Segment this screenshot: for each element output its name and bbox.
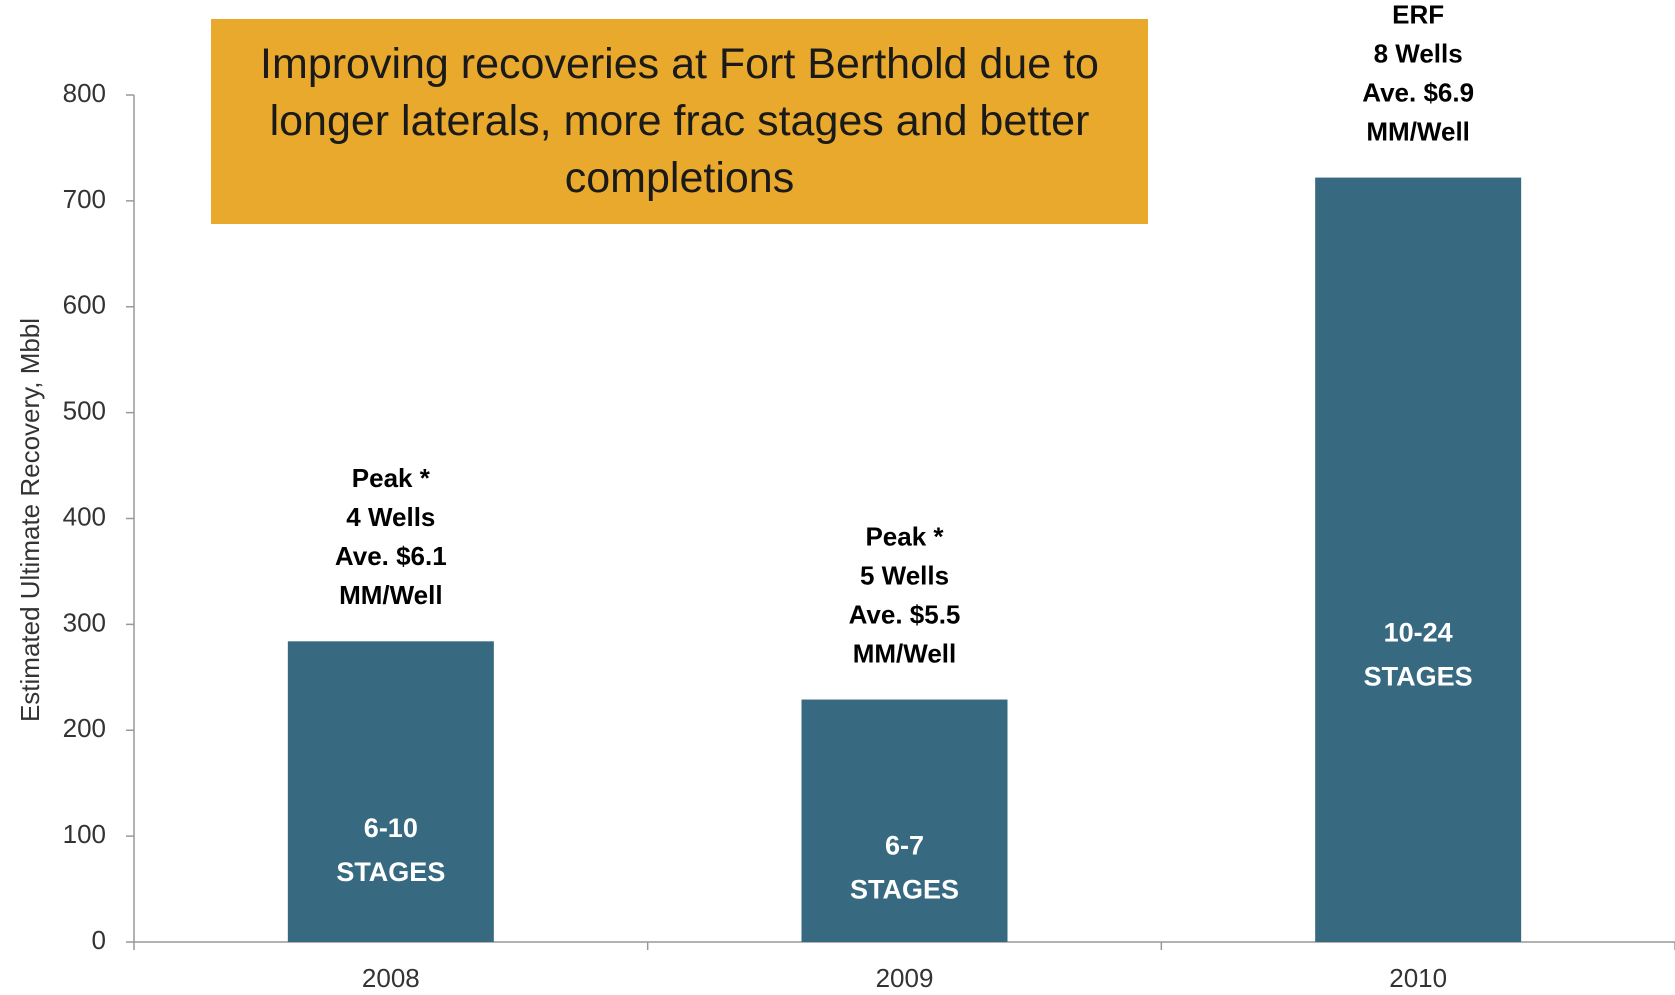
x-tick-label: 2010 [1389, 963, 1447, 993]
y-tick-label: 500 [63, 396, 106, 426]
bar [801, 699, 1008, 942]
bar-annotation: Peak * [865, 521, 944, 551]
x-tick-label: 2008 [362, 963, 420, 993]
bar [1315, 177, 1522, 942]
bar-annotation: MM/Well [853, 638, 957, 668]
bar-annotation: Peak * [352, 463, 431, 493]
bar-annotation: 4 Wells [346, 502, 435, 532]
y-tick-label: 800 [63, 78, 106, 108]
bar-inside-label: 6-7 [885, 830, 924, 860]
bar-inside-label: 10-24 [1384, 617, 1453, 647]
bar-annotation: Ave. $6.9 [1362, 77, 1474, 107]
bar-inside-label: STAGES [850, 874, 959, 904]
bar-inside-label: 6-10 [364, 813, 418, 843]
bar-annotation: Ave. $6.1 [335, 541, 447, 571]
y-tick-label: 600 [63, 290, 106, 320]
bar-annotation: MM/Well [1366, 116, 1470, 146]
bar-annotation: 8 Wells [1374, 38, 1463, 68]
y-tick-label: 200 [63, 713, 106, 743]
y-tick-label: 400 [63, 501, 106, 531]
x-tick-label: 2009 [876, 963, 934, 993]
bar-inside-label: STAGES [1364, 661, 1473, 691]
y-tick-label: 100 [63, 819, 106, 849]
chart-title: Improving recoveries at Fort Berthold du… [211, 19, 1148, 224]
y-tick-label: 300 [63, 607, 106, 637]
bar [287, 641, 494, 942]
y-axis-label: Estimated Ultimate Recovery, Mbbl [15, 318, 45, 722]
y-tick-label: 700 [63, 184, 106, 214]
bar-annotation: Ave. $5.5 [849, 599, 961, 629]
bar-annotation: ERF [1392, 0, 1444, 29]
bar-annotation: 5 Wells [860, 560, 949, 590]
bar-annotation: MM/Well [339, 580, 443, 610]
y-tick-label: 0 [92, 925, 106, 955]
bar-inside-label: STAGES [336, 857, 445, 887]
